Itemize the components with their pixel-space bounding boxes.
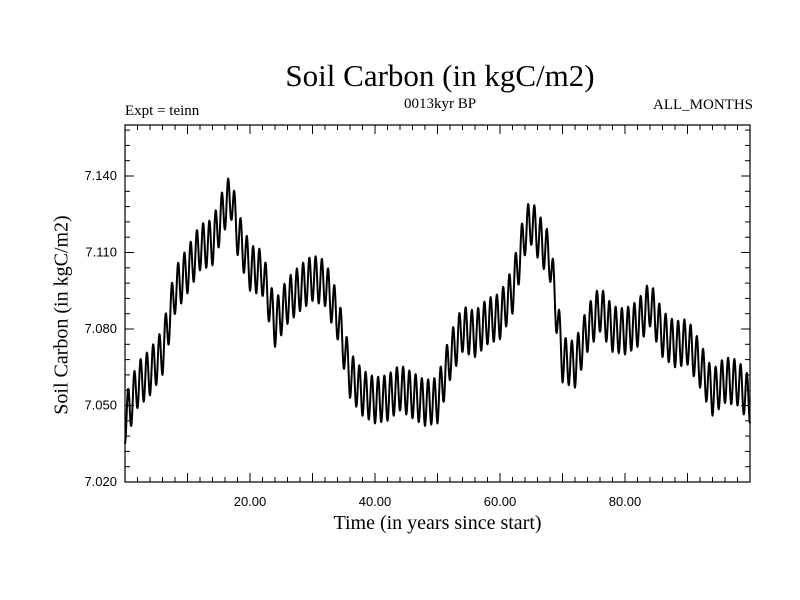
axis-tick-labels: 20.00 40.00 60.00 80.00 7.020 7.050 7.080 7.110… (84, 168, 641, 509)
x-tick-label: 80.00 (609, 494, 642, 509)
y-tick-label: 7.020 (84, 474, 117, 489)
x-tick-label: 40.00 (359, 494, 392, 509)
plot-frame (124, 124, 751, 483)
y-tick-label: 7.110 (85, 245, 117, 260)
y-tick-label: 7.140 (84, 168, 117, 183)
x-axis-label: Time (in years since start) (333, 512, 542, 534)
y-tick-label: 7.080 (84, 321, 117, 336)
series-line-soil-carbon (124, 177, 751, 444)
experiment-label: Expt = teinn (125, 103, 200, 119)
x-tick-label: 60.00 (484, 494, 517, 509)
axis-ticks (125, 125, 750, 482)
x-tick-label: 20.00 (234, 494, 267, 509)
chart-title: Soil Carbon (in kgC/m2) (285, 58, 595, 93)
months-label: ALL_MONTHS (653, 97, 753, 113)
chart-subtitle: 0013kyr BP (403, 96, 477, 112)
y-tick-label: 7.050 (84, 398, 117, 413)
